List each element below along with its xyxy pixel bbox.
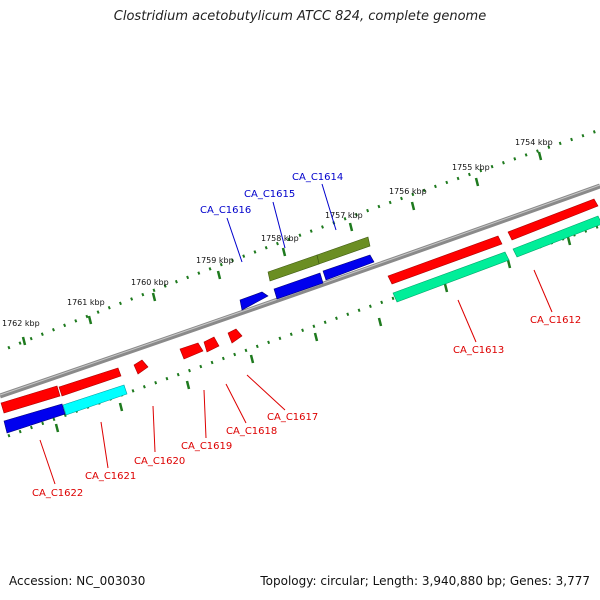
gene-labels: CA_C1612 CA_C1613 CA_C1614 CA_C1615 CA_C… <box>32 172 581 499</box>
leader-CA_C1619 <box>203 389 207 439</box>
accession-text: Accession: NC_003030 <box>9 574 146 588</box>
leader-CA_C1615 <box>272 201 286 249</box>
leader-CA_C1613 <box>457 299 477 343</box>
label-CA_C1620[interactable]: CA_C1620 <box>134 456 185 467</box>
kbp-labels: 1754 kbp 1755 kbp 1756 kbp 1757 kbp 1758… <box>2 138 553 328</box>
gene-CA_C1612-teal[interactable] <box>512 215 600 258</box>
label-CA_C1612[interactable]: CA_C1612 <box>530 315 581 326</box>
tick-lower-6 <box>249 354 255 364</box>
label-CA_C1617[interactable]: CA_C1617 <box>267 412 318 423</box>
tick-lower-1 <box>566 236 572 246</box>
topology-text: Topology: circular; Length: 3,940,880 bp… <box>260 574 590 588</box>
kbp-label-1756: 1756 kbp <box>389 187 427 196</box>
label-leaders <box>39 183 553 485</box>
gene-features <box>0 198 600 434</box>
label-CA_C1613[interactable]: CA_C1613 <box>453 345 504 356</box>
gene-CA_C1620-red[interactable] <box>133 359 149 375</box>
gene-CA_C1615-olive[interactable] <box>267 254 320 282</box>
kbp-label-1760: 1760 kbp <box>131 278 169 287</box>
tick-1755 <box>474 177 480 187</box>
tick-1754 <box>537 151 543 161</box>
leader-CA_C1622 <box>39 439 56 485</box>
leader-CA_C1614 <box>321 183 337 231</box>
tick-lower-4 <box>377 317 383 327</box>
gene-CA_C1619-red[interactable] <box>179 342 204 360</box>
gene-CA_C1621-cyan[interactable] <box>62 384 128 416</box>
tick-lower-8 <box>118 402 124 412</box>
label-CA_C1616[interactable]: CA_C1616 <box>200 205 251 216</box>
gene-CA_C1617-red[interactable] <box>227 328 243 344</box>
gene-CA_C1622-blue[interactable] <box>3 403 66 434</box>
leader-CA_C1621 <box>100 421 109 469</box>
leader-CA_C1620 <box>152 405 156 453</box>
tick-lower-3 <box>443 283 449 293</box>
gene-CA_C1614-blue[interactable] <box>322 254 375 281</box>
label-CA_C1619[interactable]: CA_C1619 <box>181 441 232 452</box>
tick-lower-5 <box>313 332 319 342</box>
gene-CA_C1615-blue[interactable] <box>273 272 324 300</box>
label-CA_C1622[interactable]: CA_C1622 <box>32 488 83 499</box>
tick-lower-7 <box>185 380 191 390</box>
major-ticks <box>21 151 572 433</box>
label-CA_C1621[interactable]: CA_C1621 <box>85 471 136 482</box>
leader-CA_C1617 <box>246 374 286 411</box>
gene-CA_C1613-teal[interactable] <box>392 251 510 303</box>
tick-1759 <box>216 270 222 280</box>
tick-1757 <box>348 222 354 232</box>
kbp-label-1754: 1754 kbp <box>515 138 553 147</box>
tick-lower-9 <box>54 423 60 433</box>
upper-scale-track <box>7 128 600 350</box>
gene-CA_C1621-red[interactable] <box>58 367 122 397</box>
leader-CA_C1612 <box>533 269 553 313</box>
kbp-label-1761: 1761 kbp <box>67 298 105 307</box>
gene-CA_C1612-red[interactable] <box>507 198 599 241</box>
kbp-label-1757: 1757 kbp <box>325 211 363 220</box>
label-CA_C1618[interactable]: CA_C1618 <box>226 426 277 437</box>
tick-1760 <box>151 292 157 302</box>
tick-1762 <box>21 336 27 346</box>
genome-backbone <box>0 183 600 399</box>
kbp-label-1762: 1762 kbp <box>2 319 40 328</box>
gene-CA_C1622-red[interactable] <box>0 385 61 414</box>
tick-1761 <box>87 315 93 325</box>
label-CA_C1614[interactable]: CA_C1614 <box>292 172 343 183</box>
label-CA_C1615[interactable]: CA_C1615 <box>244 189 295 200</box>
kbp-label-1759: 1759 kbp <box>196 256 234 265</box>
leader-CA_C1616 <box>226 217 243 263</box>
tick-1758 <box>281 247 287 257</box>
tick-1756 <box>410 201 416 211</box>
lower-scale-track <box>7 224 600 438</box>
gene-CA_C1613-red[interactable] <box>387 235 503 285</box>
tick-lower-2 <box>506 259 512 269</box>
leader-CA_C1618 <box>225 383 247 424</box>
gene-CA_C1616-blue[interactable] <box>239 291 269 311</box>
kbp-label-1755: 1755 kbp <box>452 163 490 172</box>
gene-CA_C1618-red[interactable] <box>203 336 220 353</box>
map-title: Clostridium acetobutylicum ATCC 824, com… <box>113 9 487 24</box>
kbp-label-1758: 1758 kbp <box>261 234 299 243</box>
